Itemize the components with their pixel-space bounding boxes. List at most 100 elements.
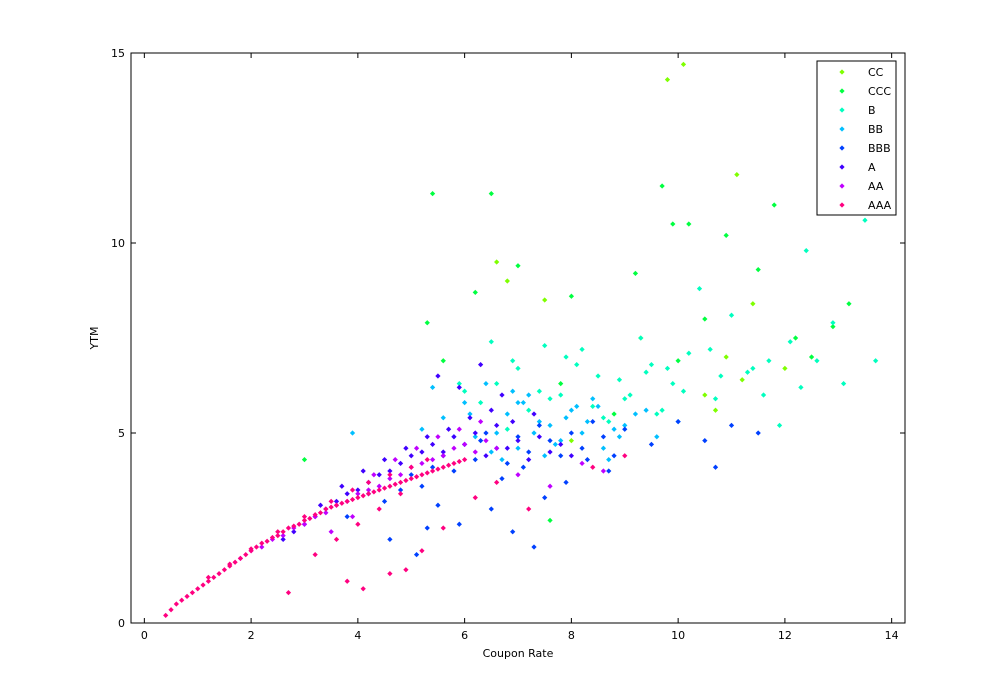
data-point xyxy=(381,498,388,505)
data-point xyxy=(179,597,185,603)
data-point xyxy=(429,384,436,391)
data-point xyxy=(419,483,425,489)
legend-entry-cc: CC xyxy=(839,66,884,79)
data-point xyxy=(387,483,393,489)
data-point xyxy=(606,456,612,463)
data-point xyxy=(590,403,596,410)
points-layer xyxy=(163,61,879,619)
data-point xyxy=(755,430,761,436)
data-point xyxy=(472,434,478,440)
legend-entry-b: B xyxy=(839,104,876,117)
data-point xyxy=(686,221,692,227)
data-point xyxy=(355,494,361,501)
y-tick-label: 0 xyxy=(118,617,125,630)
data-point xyxy=(307,515,313,522)
data-point xyxy=(627,392,633,398)
data-point xyxy=(189,589,196,596)
y-tick-label: 15 xyxy=(111,47,125,60)
data-point xyxy=(275,529,281,535)
data-point xyxy=(510,529,516,535)
data-point xyxy=(584,418,591,425)
data-point xyxy=(526,456,532,463)
data-point xyxy=(536,434,542,440)
data-point xyxy=(392,456,398,463)
data-point xyxy=(440,453,446,459)
series-b xyxy=(456,217,879,432)
data-point xyxy=(488,506,494,512)
data-point xyxy=(397,491,404,497)
data-point xyxy=(408,464,414,470)
data-point xyxy=(488,339,494,345)
data-point xyxy=(269,534,276,541)
data-point xyxy=(419,449,425,455)
data-point xyxy=(301,456,308,463)
data-point xyxy=(211,574,217,581)
data-point xyxy=(403,445,409,451)
data-point xyxy=(830,320,836,326)
data-point xyxy=(376,506,382,512)
data-point xyxy=(723,354,729,360)
data-point xyxy=(387,475,393,482)
data-point xyxy=(429,190,436,197)
data-point xyxy=(435,434,441,440)
data-point xyxy=(424,525,430,531)
data-point xyxy=(280,529,286,535)
data-point xyxy=(632,411,639,417)
data-point xyxy=(461,388,468,394)
data-point xyxy=(478,437,484,444)
data-point xyxy=(659,183,665,189)
data-point xyxy=(243,551,249,558)
data-point xyxy=(718,373,724,379)
data-point xyxy=(531,411,537,417)
data-point xyxy=(712,396,719,402)
data-point xyxy=(472,494,478,501)
data-point xyxy=(515,263,521,269)
data-point xyxy=(536,422,542,429)
data-point xyxy=(467,415,473,421)
data-point xyxy=(488,449,494,455)
data-point xyxy=(579,445,585,451)
data-point xyxy=(456,521,462,527)
data-point xyxy=(574,403,580,410)
data-point xyxy=(579,430,585,436)
data-point xyxy=(680,61,687,68)
data-point xyxy=(558,392,564,398)
data-point xyxy=(280,536,286,543)
ticks-layer: 0 2 4 6 8 10 12 14 0 5 10 15 xyxy=(111,47,905,642)
data-point xyxy=(472,289,478,296)
data-point xyxy=(520,399,526,406)
data-point xyxy=(445,426,452,432)
data-point xyxy=(547,449,553,455)
data-point xyxy=(728,312,735,318)
data-point xyxy=(531,430,537,436)
data-point xyxy=(787,339,793,345)
legend-label: B xyxy=(868,104,876,117)
data-point xyxy=(478,361,484,368)
data-point xyxy=(734,171,740,178)
data-point xyxy=(413,445,420,451)
data-point xyxy=(568,437,575,444)
data-point xyxy=(333,536,340,543)
legend-entry-aa: AA xyxy=(839,180,884,193)
data-point xyxy=(563,479,569,486)
data-point xyxy=(216,570,222,577)
data-point xyxy=(750,365,756,372)
data-point xyxy=(445,462,452,468)
x-tick-label: 0 xyxy=(141,629,148,642)
data-point xyxy=(451,434,457,440)
data-point xyxy=(301,513,308,520)
data-point xyxy=(259,540,265,546)
data-point xyxy=(451,445,457,451)
data-point xyxy=(702,316,708,322)
data-point xyxy=(168,607,174,613)
data-point xyxy=(659,407,665,413)
data-point xyxy=(803,247,809,254)
legend-box xyxy=(816,60,897,216)
data-point xyxy=(840,380,847,387)
data-point xyxy=(424,434,430,440)
x-tick-label: 8 xyxy=(568,629,575,642)
legend-label: BB xyxy=(868,123,883,136)
y-tick-label: 10 xyxy=(111,237,125,250)
data-point xyxy=(456,384,462,391)
series-ccc xyxy=(301,183,852,524)
